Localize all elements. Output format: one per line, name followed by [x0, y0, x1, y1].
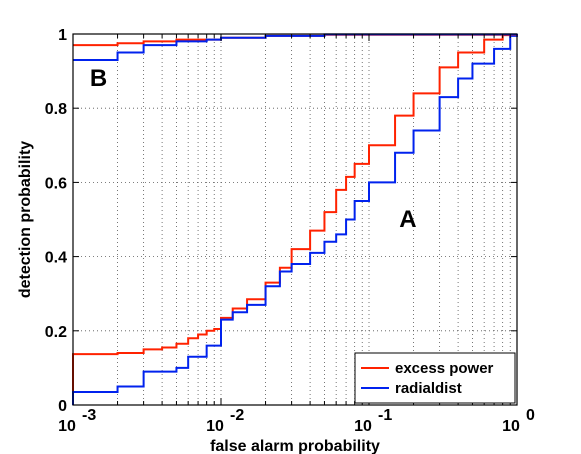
y-tick-label: 0 — [58, 398, 67, 415]
x-tick-exponent: -2 — [230, 407, 244, 424]
x-tick-exponent: 0 — [526, 407, 535, 424]
legend-label: radialdist — [395, 380, 462, 397]
y-tick-label: 0.2 — [45, 324, 67, 341]
label-layer: false alarm probability detection probab… — [17, 141, 380, 454]
y-tick-label: 0.6 — [45, 175, 67, 192]
excess-power-line — [72, 34, 518, 405]
tick-layer: 0 0.2 0.4 0.6 0.8 1 10 -3 10 -2 10 -1 10 0 — [45, 27, 535, 435]
y-axis-label: detection probability — [17, 141, 34, 298]
x-tick-label: 10 — [502, 418, 520, 435]
y-tick-label: 0.4 — [45, 250, 67, 267]
annotation-a: A — [399, 206, 416, 233]
x-tick-label: 10 — [58, 418, 76, 435]
x-tick-exponent: -1 — [378, 407, 392, 424]
y-tick-label: 0.8 — [45, 101, 67, 118]
legend-box — [354, 352, 516, 404]
legend-label: excess power — [395, 360, 494, 377]
radialdist-line — [72, 34, 518, 405]
x-tick-label: 10 — [354, 418, 372, 435]
legend: excess power radialdist — [354, 352, 516, 404]
x-tick-exponent: -3 — [82, 407, 96, 424]
y-tick-label: 1 — [58, 27, 67, 44]
plot-frame — [72, 33, 518, 406]
annotation-b: B — [90, 65, 107, 92]
x-tick-label: 10 — [206, 418, 224, 435]
annotation-layer: BA — [90, 65, 417, 233]
x-axis-label: false alarm probability — [210, 438, 380, 454]
